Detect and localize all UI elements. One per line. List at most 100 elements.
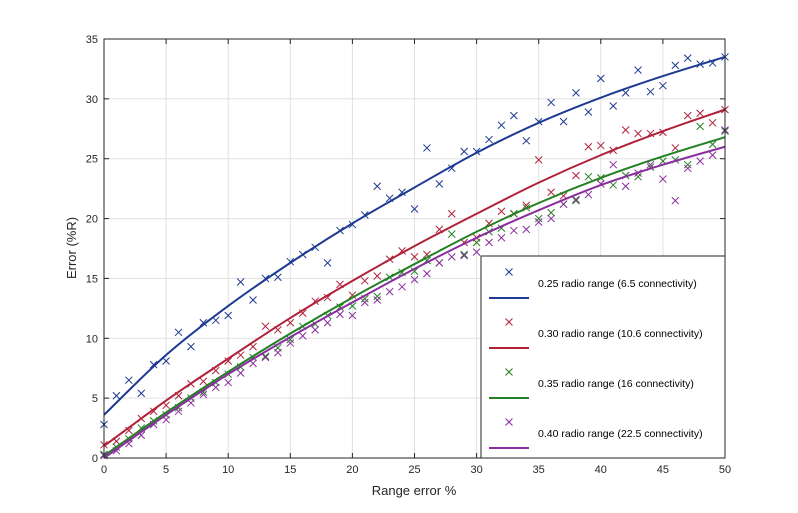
data-point: [485, 238, 493, 247]
data-point: [559, 117, 568, 126]
data-point: [236, 278, 245, 286]
fit-line: [103, 145, 726, 459]
data-point: [348, 311, 357, 320]
data-point: [609, 181, 618, 189]
legend-entry-3: 0.35 radio range (16 connectivity): [489, 368, 694, 399]
legend-entry-1: 0.25 radio range (6.5 connectivity): [489, 268, 697, 299]
x-tick-label: 35: [533, 464, 545, 476]
data-point: [423, 269, 431, 278]
data-point: [447, 209, 456, 218]
series-4: [100, 126, 729, 460]
x-tick-label: 20: [346, 464, 358, 476]
y-tick-label: 25: [86, 154, 98, 166]
x-tick-label: 25: [408, 464, 420, 476]
series-1: [100, 53, 729, 429]
data-point: [298, 332, 307, 340]
data-point: [683, 160, 692, 169]
data-point: [659, 175, 667, 183]
legend-entry-4: 0.40 radio range (22.5 connectivity): [489, 418, 703, 449]
data-point: [534, 218, 543, 227]
legend-label: 0.35 radio range (16 connectivity): [538, 378, 694, 390]
x-axis-label: Range error %: [372, 483, 457, 498]
data-point: [522, 225, 531, 234]
data-point: [572, 195, 580, 204]
data-point: [311, 326, 319, 334]
data-point: [460, 147, 469, 156]
legend-label: 0.30 radio range (10.6 connectivity): [538, 328, 703, 340]
data-point: [609, 102, 618, 110]
data-point: [547, 188, 555, 197]
x-tick-label: 40: [595, 464, 607, 476]
data-point: [149, 407, 158, 416]
data-point: [323, 259, 332, 267]
data-point: [683, 54, 692, 63]
x-tick-label: 45: [657, 464, 669, 476]
data-point: [373, 292, 382, 301]
x-tick-label: 5: [163, 464, 169, 476]
data-point: [609, 160, 618, 169]
legend-marker: [505, 318, 513, 326]
y-tick-label: 30: [86, 94, 98, 106]
legend-marker: [505, 268, 513, 276]
data-point: [671, 61, 680, 70]
data-point: [286, 335, 295, 344]
data-point: [460, 250, 469, 259]
y-tick-label: 5: [92, 393, 98, 405]
data-point: [348, 291, 357, 300]
data-point: [696, 109, 705, 118]
data-point: [410, 253, 419, 261]
data-point: [634, 66, 642, 74]
data-point: [187, 342, 195, 351]
data-point: [572, 196, 580, 205]
data-point: [149, 360, 158, 369]
data-point: [547, 98, 555, 107]
data-point: [373, 272, 382, 280]
x-tick-label: 30: [470, 464, 482, 476]
legend: 0.25 radio range (6.5 connectivity) 0.30 …: [480, 255, 726, 459]
data-point: [199, 377, 208, 386]
data-point: [286, 339, 295, 347]
data-point: [447, 253, 456, 261]
data-point: [683, 164, 692, 173]
data-point: [410, 275, 419, 284]
data-point: [547, 214, 555, 223]
data-point: [696, 157, 705, 165]
y-tick-label: 0: [92, 453, 98, 465]
data-point: [224, 378, 233, 387]
data-point: [708, 118, 717, 127]
data-point: [659, 81, 667, 90]
data-point: [336, 310, 344, 319]
data-point: [584, 108, 593, 116]
data-point: [323, 318, 332, 327]
data-point: [410, 205, 419, 213]
data-point: [174, 328, 183, 337]
data-point: [497, 207, 506, 216]
data-point: [373, 296, 382, 304]
data-point: [274, 348, 282, 357]
legend-box: [480, 255, 726, 459]
data-point: [634, 172, 642, 181]
data-point: [435, 259, 444, 267]
data-point: [584, 190, 593, 199]
data-point: [360, 276, 369, 285]
fit-line: [103, 136, 726, 457]
legend-marker: [505, 368, 513, 376]
series-layer: [100, 53, 729, 460]
data-point: [224, 357, 233, 365]
y-tick-label: 10: [86, 333, 98, 345]
data-point: [224, 311, 233, 320]
data-point: [708, 151, 717, 159]
data-point: [385, 287, 394, 296]
data-point: [497, 233, 506, 242]
x-tick-label: 10: [222, 464, 234, 476]
data-point: [274, 273, 282, 282]
data-point: [261, 353, 270, 362]
fit-line: [103, 56, 726, 416]
data-point: [671, 196, 680, 205]
data-point: [124, 376, 133, 385]
data-point: [261, 322, 270, 331]
data-point: [534, 214, 543, 223]
data-point: [162, 357, 170, 365]
data-point: [373, 182, 382, 191]
